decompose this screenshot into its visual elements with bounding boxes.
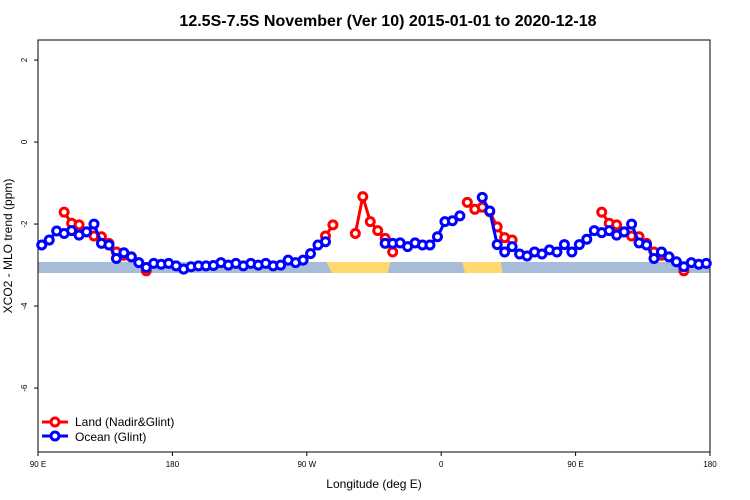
- ocean-point: [43, 234, 55, 246]
- y-tick-label: -2: [20, 220, 29, 228]
- y-tick-label: 0: [20, 139, 29, 144]
- ocean-point: [305, 248, 317, 260]
- land-point: [349, 227, 361, 239]
- ocean-point: [454, 210, 466, 222]
- ocean-point: [655, 246, 667, 258]
- ocean-point: [581, 233, 593, 245]
- ocean-point: [700, 257, 712, 269]
- surface-band: [38, 262, 710, 273]
- ocean-point: [424, 239, 436, 251]
- ocean-point: [297, 254, 309, 266]
- ocean-point: [110, 253, 122, 265]
- ocean-point: [36, 239, 48, 251]
- ocean-point: [551, 246, 563, 258]
- y-axis-label: XCO2 - MLO trend (ppm): [1, 179, 15, 314]
- y-tick-label: -4: [20, 302, 29, 310]
- y-axis: 2 0 -2 -4 -6: [20, 57, 38, 392]
- ocean-point: [626, 218, 638, 230]
- ocean-point: [133, 257, 145, 269]
- legend-land-label: Land (Nadir&Glint): [75, 415, 174, 429]
- plot-frame: [37, 39, 711, 453]
- x-tick-label: 90 E: [30, 460, 46, 469]
- ocean-point: [484, 205, 496, 217]
- x-tick-label: 0: [439, 460, 444, 469]
- land-point: [461, 196, 473, 208]
- y-tick-label: 2: [20, 57, 29, 62]
- ocean-point: [125, 251, 137, 263]
- y-tick-label: -6: [20, 384, 29, 392]
- ocean-point: [491, 239, 503, 251]
- chart-title: 12.5S-7.5S November (Ver 10) 2015-01-01 …: [179, 13, 596, 30]
- ocean-point: [431, 231, 443, 243]
- legend: Land (Nadir&Glint) Ocean (Glint): [42, 415, 174, 444]
- ocean-point: [103, 239, 115, 251]
- land-band-americas: [326, 262, 391, 273]
- land-band-africa: [462, 262, 503, 273]
- land-point: [387, 246, 399, 258]
- ocean-point: [566, 246, 578, 258]
- ocean-point: [618, 226, 630, 238]
- ocean-point: [506, 241, 518, 253]
- ocean-point: [499, 246, 511, 258]
- ocean-point: [81, 226, 93, 238]
- land-point: [327, 219, 339, 231]
- ocean-point: [66, 225, 78, 237]
- land-point: [596, 206, 608, 218]
- ocean-point: [670, 256, 682, 268]
- ocean-point: [558, 239, 570, 251]
- ocean-point: [641, 239, 653, 251]
- x-tick-label: 90 E: [567, 460, 583, 469]
- ocean-point: [275, 259, 287, 271]
- legend-ocean-marker: [49, 430, 61, 442]
- ocean-point: [663, 251, 675, 263]
- ocean-point: [603, 225, 615, 237]
- ocean-point: [648, 253, 660, 265]
- x-axis-label: Longitude (deg E): [326, 477, 421, 491]
- series-layer: [36, 191, 712, 277]
- land-point: [58, 206, 70, 218]
- land-point: [357, 191, 369, 203]
- land-point: [372, 225, 384, 237]
- x-axis: 90 E 180 90 W 0 90 E 180: [30, 452, 717, 469]
- ocean-point: [476, 191, 488, 203]
- ocean-point: [573, 239, 585, 251]
- land-point: [611, 219, 623, 231]
- land-point: [73, 219, 85, 231]
- legend-ocean-label: Ocean (Glint): [75, 430, 146, 444]
- x-tick-label: 180: [703, 460, 717, 469]
- legend-land-marker: [49, 416, 61, 428]
- ocean-point: [446, 215, 458, 227]
- ocean-point: [88, 218, 100, 230]
- land-point: [364, 216, 376, 228]
- ocean-point: [319, 236, 331, 248]
- x-tick-label: 90 W: [297, 460, 316, 469]
- x-tick-label: 180: [166, 460, 180, 469]
